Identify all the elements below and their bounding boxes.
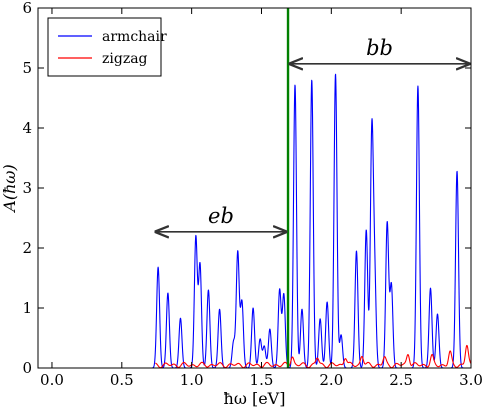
y-tick-label: 3 — [22, 179, 32, 197]
legend-label-zigzag: zigzag — [102, 51, 148, 67]
x-tick-label: 3.0 — [459, 371, 483, 389]
annotations: eb bb — [156, 36, 469, 232]
y-tick-label: 1 — [22, 299, 32, 317]
y-axis-label: A(ħω) — [0, 164, 19, 213]
annotation-label-eb: eb — [208, 204, 234, 228]
axes: 0.0 0.5 1.0 1.5 2.0 2.5 3.0 0 1 2 3 4 5 6 — [22, 0, 482, 389]
x-axis-label: ħω [eV] — [224, 389, 286, 408]
y-tick-label: 5 — [22, 59, 32, 77]
y-tick-label: 6 — [22, 0, 32, 17]
y-tick-label: 2 — [22, 239, 32, 257]
legend-label-armchair: armchair — [102, 29, 167, 45]
annotation-label-bb: bb — [366, 36, 393, 60]
series-line-zigzag — [154, 344, 471, 368]
plot-area — [149, 8, 471, 368]
x-tick-label: 0.0 — [40, 371, 64, 389]
y-tick-label: 4 — [22, 119, 32, 137]
legend: armchair zigzag — [47, 17, 167, 77]
x-tick-label: 1.5 — [250, 371, 274, 389]
x-tick-label: 1.0 — [180, 371, 204, 389]
axis-labels: ħω [eV] A(ħω) — [0, 164, 285, 408]
x-tick-label: 0.5 — [110, 371, 134, 389]
series-line-armchair — [149, 73, 471, 368]
y-tick-label: 0 — [22, 359, 32, 377]
x-tick-label: 2.5 — [389, 371, 413, 389]
x-tick-label: 2.0 — [319, 371, 343, 389]
legend-box — [47, 17, 162, 77]
